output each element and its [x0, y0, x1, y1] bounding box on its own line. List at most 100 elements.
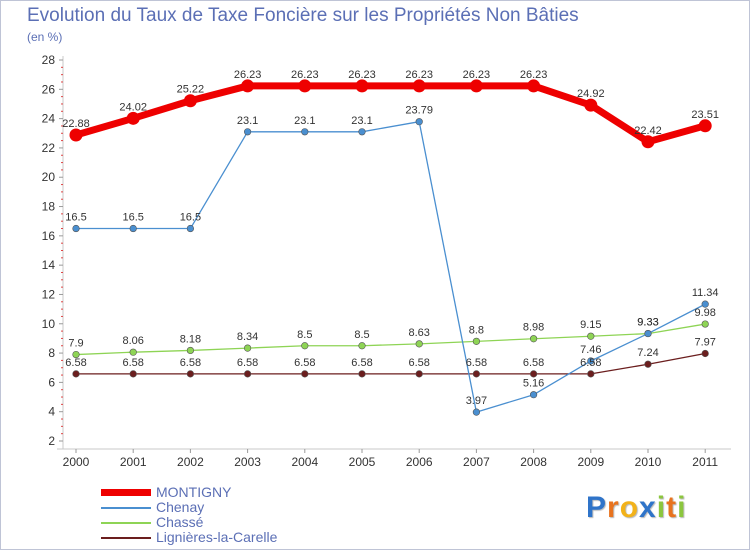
- logo-letter: x: [639, 491, 657, 524]
- data-label: 8.5: [297, 329, 312, 341]
- data-point: [529, 370, 538, 378]
- unit-label: (en %): [27, 30, 63, 44]
- series-line: [75, 352, 706, 375]
- proxiti-logo: Proxiti: [586, 491, 686, 525]
- x-tick-label: 2003: [234, 455, 261, 469]
- data-point: [355, 79, 369, 93]
- chart-title: Evolution du Taux de Taxe Foncière sur l…: [27, 5, 579, 26]
- data-label: 6.58: [351, 357, 372, 369]
- y-tick-label: 22: [42, 141, 56, 155]
- data-label: 9.15: [580, 319, 601, 331]
- data-point: [72, 370, 80, 378]
- data-label: 26.23: [348, 69, 376, 81]
- logo-letter: i: [677, 491, 687, 524]
- data-point: [244, 128, 252, 136]
- x-tick-label: 2004: [291, 455, 318, 469]
- logo-letter: i: [656, 491, 667, 524]
- data-label: 24.02: [119, 101, 147, 113]
- y-tick-label: 16: [42, 229, 56, 243]
- data-label: 9.33: [637, 317, 658, 329]
- logo-letter: o: [619, 491, 640, 524]
- legend-item: Lignières-la-Carelle: [101, 530, 277, 545]
- data-label: 26.23: [520, 69, 548, 81]
- logo-letter: t: [666, 491, 678, 524]
- y-tick-label: 18: [42, 200, 56, 214]
- data-point: [183, 94, 197, 108]
- data-point: [472, 370, 481, 378]
- data-point: [469, 79, 483, 93]
- data-point: [358, 128, 366, 136]
- y-tick-label: 24: [42, 112, 56, 126]
- data-point: [415, 370, 423, 378]
- data-label: 8.18: [180, 333, 201, 345]
- data-label: 6.58: [580, 357, 601, 369]
- x-tick-label: 2002: [177, 455, 204, 469]
- legend-label: MONTIGNY: [156, 484, 232, 500]
- data-point: [472, 337, 481, 345]
- data-point: [129, 370, 137, 378]
- data-label: 6.58: [122, 357, 143, 369]
- data-label: 3.97: [466, 395, 487, 407]
- data-point: [129, 224, 137, 233]
- data-label: 16.5: [122, 212, 143, 224]
- y-tick-label: 20: [42, 170, 56, 184]
- data-point: [186, 370, 194, 378]
- data-point: [186, 346, 194, 355]
- data-point: [701, 300, 709, 308]
- data-point: [529, 335, 538, 343]
- data-point: [129, 348, 137, 356]
- y-tick-label: 6: [48, 375, 55, 389]
- data-point: [298, 79, 312, 93]
- data-label: 6.58: [294, 357, 315, 369]
- data-point: [186, 224, 194, 233]
- data-label: 8.5: [354, 329, 369, 341]
- data-point: [584, 98, 598, 112]
- x-tick-label: 2009: [577, 455, 604, 469]
- data-point: [415, 118, 423, 126]
- logo-letter: P: [586, 491, 608, 524]
- data-point: [126, 111, 140, 125]
- data-label: 23.79: [405, 105, 433, 117]
- series-line: [72, 82, 709, 146]
- data-label: 23.1: [237, 115, 258, 127]
- logo-letter: r: [607, 491, 620, 524]
- data-label: 16.5: [180, 212, 201, 224]
- data-label: 8.8: [469, 324, 484, 336]
- y-tick-label: 4: [48, 405, 55, 419]
- data-point: [701, 349, 709, 358]
- legend-item: MONTIGNY: [101, 485, 277, 500]
- data-label: 5.16: [523, 378, 544, 390]
- data-label: 24.92: [577, 88, 605, 100]
- data-label: 25.22: [177, 84, 205, 96]
- data-point: [587, 357, 595, 365]
- data-point: [301, 128, 309, 136]
- data-label: 26.23: [463, 69, 491, 81]
- data-label: 26.23: [234, 69, 262, 81]
- data-point: [701, 320, 709, 328]
- data-point: [644, 360, 652, 368]
- data-point: [587, 370, 595, 378]
- data-label: 8.34: [237, 331, 258, 343]
- data-label: 26.23: [405, 69, 433, 81]
- data-point: [698, 119, 712, 133]
- data-label: 23.51: [691, 109, 719, 121]
- data-point: [527, 79, 541, 93]
- data-label: 6.58: [237, 357, 258, 369]
- data-point: [641, 135, 655, 149]
- data-label: 8.06: [122, 335, 143, 347]
- y-tick-label: 10: [42, 317, 56, 331]
- data-point: [415, 340, 423, 348]
- legend-swatch: [101, 506, 151, 509]
- data-label: 6.58: [408, 357, 429, 369]
- data-point: [472, 408, 481, 416]
- data-point: [241, 79, 255, 93]
- legend-label: Lignières-la-Carelle: [156, 529, 278, 545]
- data-label: 6.58: [466, 357, 487, 369]
- series-line: [75, 121, 706, 413]
- legend-swatch: [101, 536, 151, 539]
- data-label: 7.97: [694, 337, 715, 349]
- x-tick-label: 2006: [406, 455, 433, 469]
- data-label: 11.34: [692, 287, 719, 299]
- legend-swatch: [101, 521, 151, 524]
- legend: MONTIGNY Chenay Chassé Lignières-la-Care…: [101, 485, 277, 545]
